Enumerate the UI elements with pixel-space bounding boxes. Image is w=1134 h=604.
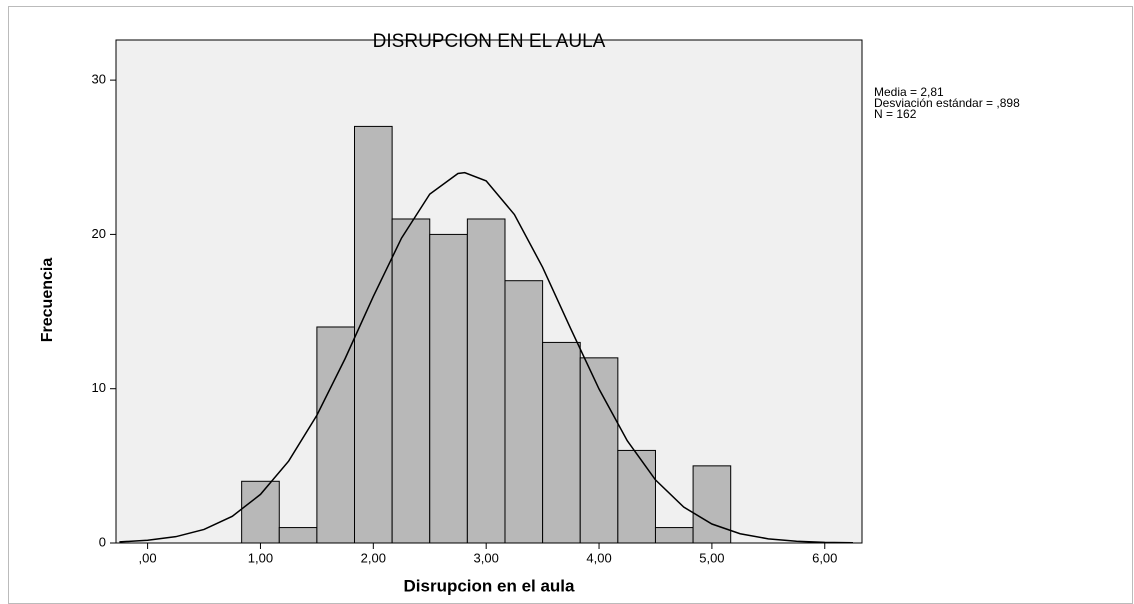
bar [391,218,431,544]
bar [429,233,468,544]
bar [692,465,732,544]
annotation: N = 162 [874,107,917,121]
bar [654,527,694,544]
annotation: Media = 2,81 [874,85,944,99]
bar [466,218,506,544]
y-axis-label: Frecuencia [39,258,56,343]
bar [241,480,280,544]
bar [354,125,393,544]
bar [278,527,318,544]
bar [579,357,619,544]
x-tick-label: ,00 [139,550,157,565]
y-tick-label: 0 [99,534,106,549]
x-axis-label: Disrupcion en el aula [404,576,576,595]
annotation: Desviación estándar = ,898 [874,96,1020,110]
x-tick-label: 1,00 [248,550,273,565]
y-tick-label: 30 [92,72,106,87]
x-tick-label: 3,00 [474,550,499,565]
chart-title: DISRUPCION EN EL AULA [373,31,606,52]
bar [542,341,581,544]
normal-curve [119,171,853,543]
bar [617,449,656,544]
y-tick-label: 10 [92,380,106,395]
x-tick-label: 2,00 [361,550,386,565]
x-tick-label: 4,00 [586,550,611,565]
bar [504,280,544,544]
y-tick-label: 20 [92,226,106,241]
bar [316,326,356,544]
x-tick-label: 5,00 [699,550,724,565]
x-tick-label: 6,00 [812,550,837,565]
